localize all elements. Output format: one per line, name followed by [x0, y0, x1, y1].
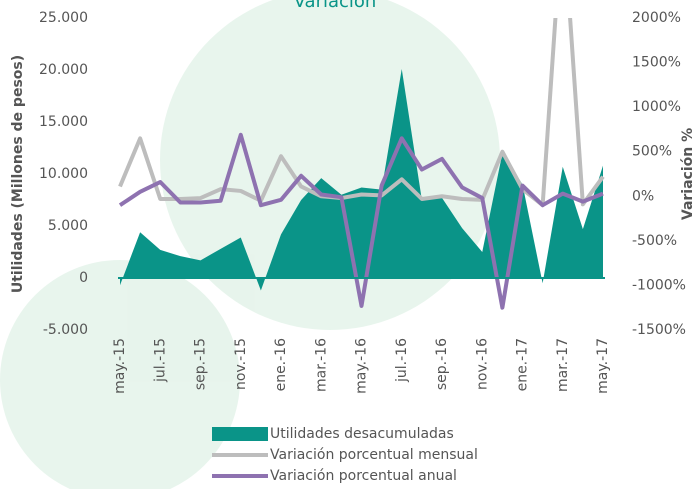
legend-label: Variación porcentual mensual	[270, 447, 478, 463]
x-tick-label: may.-15	[112, 338, 128, 394]
y-axis-label: Utilidades (Millones de pesos)	[10, 55, 26, 293]
y2-tick-label: -1000%	[632, 277, 686, 293]
y-tick-label: 5.000	[48, 218, 88, 234]
x-tick-label: may.-17	[595, 338, 611, 394]
x-tick-label: ene.-17	[515, 338, 531, 391]
legend-label: Utilidades desacumuladas	[270, 426, 454, 442]
x-tick-label: nov.-15	[233, 338, 249, 390]
y2-tick-label: 1500%	[632, 55, 681, 71]
y-tick-label: 15.000	[39, 114, 88, 130]
x-tick-label: ene.-16	[273, 338, 289, 392]
y-tick-label: 25.000	[39, 10, 88, 26]
y-tick-label: 10.000	[39, 166, 88, 182]
y-tick-label: -5.000	[43, 322, 88, 338]
legend-swatch	[212, 427, 268, 441]
x-tick-label: mar.-16	[313, 338, 329, 392]
plot-area	[118, 18, 605, 310]
x-tick-label: jul.-15	[152, 338, 168, 383]
x-tick-label: nov.-16	[474, 338, 490, 390]
y2-tick-label: 500%	[632, 144, 672, 160]
x-tick-label: mar.-17	[555, 338, 571, 392]
y2-axis-label: Variación %	[680, 128, 696, 220]
x-tick-label: sep.-16	[434, 338, 450, 390]
legend-label: Variación porcentual anual	[270, 468, 457, 484]
line-series	[118, 132, 604, 310]
y-tick-label: 0	[79, 270, 88, 286]
x-tick-label: sep.-15	[193, 338, 209, 390]
chart-title: Variación	[294, 0, 377, 12]
y2-tick-label: 0%	[632, 188, 654, 204]
x-tick-label: jul.-16	[394, 338, 410, 383]
y2-tick-label: -500%	[632, 233, 677, 249]
y2-tick-label: 2000%	[632, 10, 681, 26]
x-tick-label: may.-16	[354, 338, 370, 394]
area-series	[120, 68, 603, 291]
y2-tick-label: 1000%	[632, 99, 681, 115]
y2-tick-label: -1500%	[632, 322, 686, 338]
y-tick-label: 20.000	[39, 62, 88, 78]
